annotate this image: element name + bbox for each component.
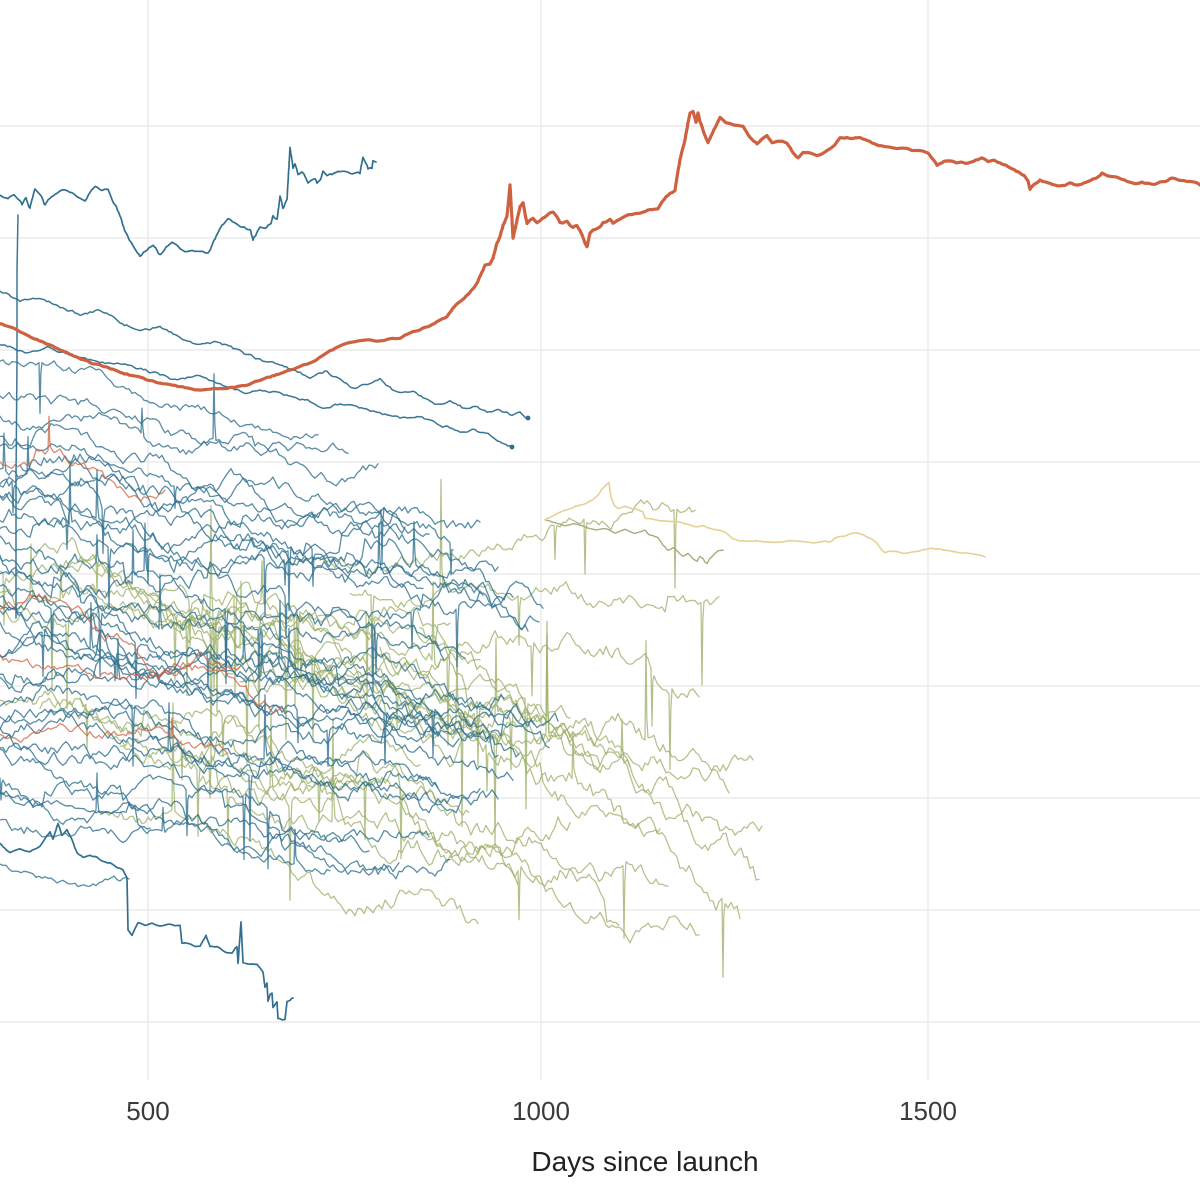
yellow-survivor-line bbox=[544, 481, 986, 558]
blue-descender-b2 bbox=[0, 290, 531, 421]
olive-hook-line bbox=[544, 519, 724, 565]
x-axis-title: Days since launch bbox=[531, 1146, 759, 1177]
gridlines bbox=[0, 0, 1200, 1080]
blue-top-performer bbox=[0, 146, 377, 258]
orange-altcoin-wisps bbox=[0, 415, 286, 755]
x-axis-tick-1500: 1500 bbox=[899, 1096, 957, 1126]
blue-descender-b3 bbox=[0, 344, 515, 450]
x-axis-tick-1000: 1000 bbox=[512, 1096, 570, 1126]
blue-launch-pump-vertical bbox=[15, 214, 19, 619]
x-axis-tick-500: 500 bbox=[126, 1096, 170, 1126]
blue-loser-staircase bbox=[0, 822, 294, 1021]
blue-altcoin-tangle bbox=[0, 359, 559, 888]
bitcoin-benchmark-line bbox=[0, 109, 1200, 392]
